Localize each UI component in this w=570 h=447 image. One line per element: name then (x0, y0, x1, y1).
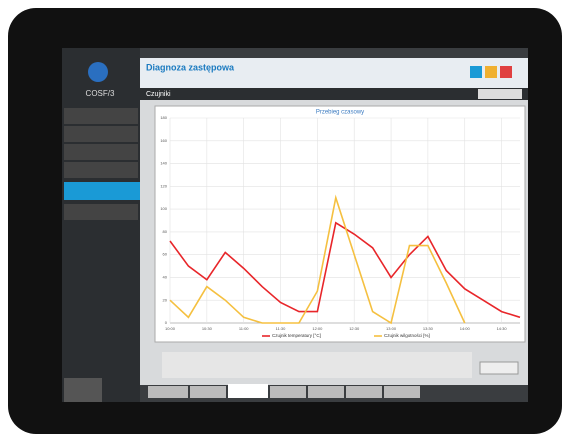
x-tick-label: 10:00 (165, 326, 176, 331)
menu-item[interactable] (64, 108, 138, 124)
button[interactable] (479, 361, 519, 375)
tab[interactable] (308, 386, 344, 398)
button[interactable] (478, 89, 522, 99)
y-tick-label: 0 (165, 320, 168, 325)
y-tick-label: 120 (160, 183, 167, 188)
x-tick-label: 13:00 (386, 326, 397, 331)
tab[interactable] (190, 386, 226, 398)
settings-button[interactable] (64, 378, 102, 402)
menu-item[interactable] (64, 162, 138, 178)
header-bar (140, 58, 528, 88)
sidebar (62, 48, 140, 402)
x-tick-label: 11:00 (239, 326, 249, 331)
menu-item[interactable] (64, 204, 138, 220)
y-tick-label: 60 (163, 252, 168, 257)
y-tick-label: 40 (163, 275, 168, 280)
legend-label: Czujnik wilgotności [%] (384, 333, 430, 338)
y-tick-label: 160 (160, 138, 167, 143)
y-tick-label: 20 (163, 297, 168, 302)
logo-text: COSF/3 (86, 89, 115, 98)
tab-active[interactable] (228, 384, 268, 398)
x-tick-label: 13:30 (423, 326, 434, 331)
logo-icon (88, 62, 108, 82)
tab[interactable] (270, 386, 306, 398)
options-panel (162, 352, 472, 378)
chart-title: Przebieg czasowy (316, 110, 364, 116)
section-bar (140, 88, 528, 100)
tab[interactable] (384, 386, 420, 398)
icon-button[interactable] (470, 66, 482, 78)
x-tick-label: 14:00 (460, 326, 471, 331)
x-tick-label: 10:30 (202, 326, 213, 331)
y-tick-label: 100 (160, 206, 167, 211)
tab[interactable] (346, 386, 382, 398)
y-tick-label: 180 (160, 115, 167, 120)
x-tick-label: 14:30 (497, 326, 508, 331)
chart-panel (154, 105, 526, 343)
tab[interactable] (148, 386, 188, 398)
x-tick-label: 12:30 (349, 326, 360, 331)
page-title: Diagnoza zastępowa (146, 62, 235, 72)
line-series (169, 194, 466, 325)
menu-item[interactable] (64, 126, 138, 142)
y-tick-label: 80 (163, 229, 168, 234)
icon-button[interactable] (485, 66, 497, 78)
legend-label: Czujnik temperatury [°C] (272, 333, 321, 338)
section-title: Czujniki (146, 91, 171, 98)
menu-item-active[interactable] (64, 182, 142, 200)
y-tick-label: 140 (160, 161, 167, 166)
close-button[interactable] (500, 66, 512, 78)
menu-item[interactable] (64, 144, 138, 160)
x-tick-label: 12:00 (312, 326, 323, 331)
x-tick-label: 11:30 (276, 326, 286, 331)
